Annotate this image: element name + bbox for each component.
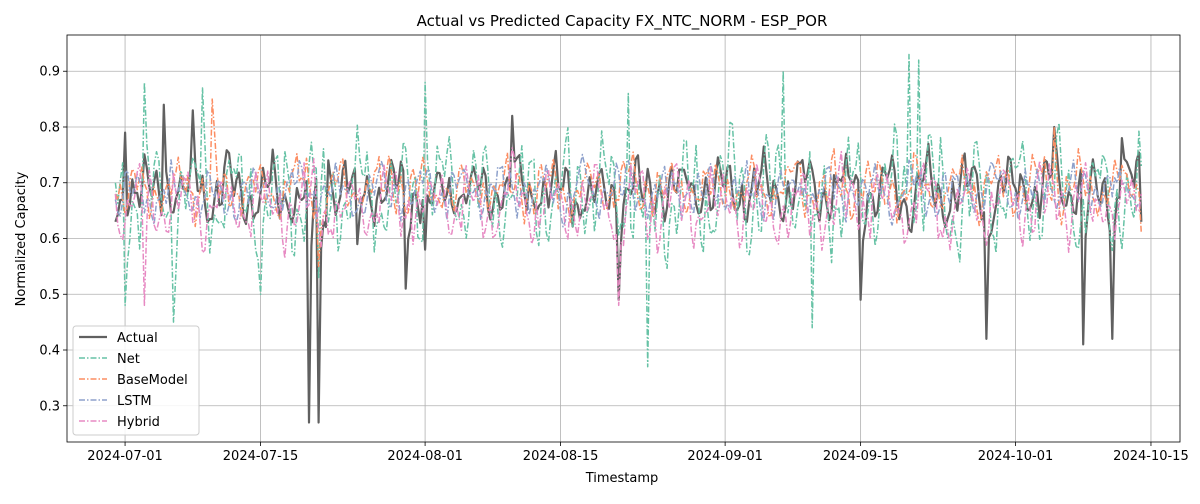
legend-label: Actual (117, 331, 158, 346)
y-tick-label: 0.6 (39, 232, 60, 247)
y-axis-label: Normalized Capacity (14, 171, 29, 306)
x-tick-label: 2024-08-01 (387, 449, 463, 464)
x-tick-label: 2024-07-01 (87, 449, 163, 464)
legend-box (72, 325, 200, 436)
series-line-net (114, 53, 1143, 368)
series-line-actual (114, 103, 1143, 424)
x-tick-label: 2024-07-15 (223, 449, 299, 464)
y-tick-label: 0.9 (39, 65, 60, 80)
legend-label: BaseModel (117, 373, 188, 388)
y-tick-label: 0.7 (39, 176, 60, 191)
x-tick-label: 2024-10-15 (1113, 449, 1189, 464)
x-tick-label: 2024-08-15 (523, 449, 599, 464)
series-line-hybrid (114, 147, 1143, 307)
series-lines (114, 53, 1143, 424)
y-tick-label: 0.3 (39, 399, 60, 414)
legend-label: LSTM (117, 394, 152, 409)
x-tick-label: 2024-10-01 (978, 449, 1054, 464)
x-axis-label: Timestamp (585, 471, 659, 486)
chart-title: Actual vs Predicted Capacity FX_NTC_NORM… (417, 12, 828, 31)
y-tick-label: 0.8 (39, 120, 60, 135)
x-tick-label: 2024-09-01 (687, 449, 763, 464)
x-tick-label: 2024-09-15 (823, 449, 899, 464)
y-tick-label: 0.4 (39, 344, 60, 359)
y-tick-label: 0.5 (39, 288, 60, 303)
legend: Actual Net BaseModel LSTM Hybrid (72, 325, 200, 436)
legend-label: Net (117, 352, 140, 367)
axis-ticks: 2024-07-01 2024-07-15 2024-08-01 2024-08-15… (39, 65, 1188, 464)
grid (67, 35, 1180, 442)
series-line-lstm (114, 153, 1142, 228)
legend-label: Hybrid (117, 415, 160, 430)
